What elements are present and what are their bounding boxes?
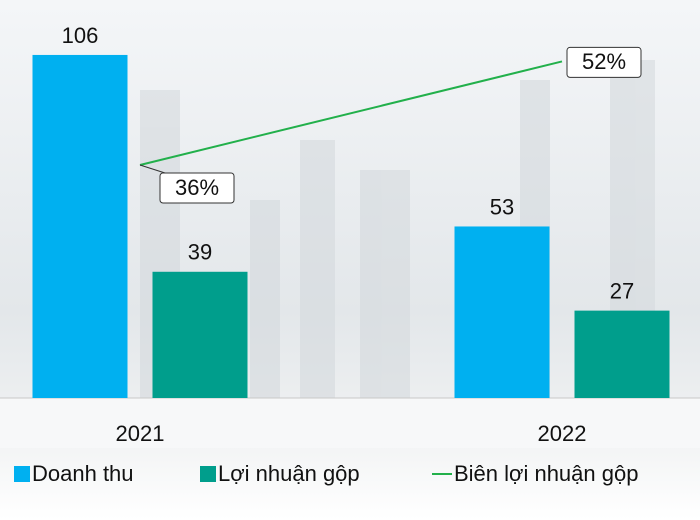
data-label: 52%	[582, 49, 626, 74]
data-label: 53	[490, 194, 514, 219]
label-box	[566, 46, 642, 78]
legend-swatch	[200, 466, 216, 482]
legend-label: Doanh thu	[32, 461, 134, 486]
ground	[0, 398, 700, 448]
data-label: 106	[62, 23, 99, 48]
x-tick-label: 2021	[116, 421, 165, 446]
data-label: 39	[188, 240, 212, 265]
label-leader	[139, 164, 166, 174]
data-label: 27	[610, 278, 634, 303]
legend: Doanh thu Lợi nhuận gộp Biên lợi nhuận gộp	[14, 461, 638, 486]
x-tick-label: 2022	[538, 421, 587, 446]
bar	[454, 226, 550, 398]
legend-swatch	[14, 466, 30, 482]
data-label: 36%	[175, 175, 219, 200]
label-box	[159, 172, 235, 204]
bar	[32, 54, 128, 398]
bar	[574, 310, 670, 398]
bar	[152, 271, 248, 398]
legend-label: Lợi nhuận gộp	[218, 461, 360, 486]
line	[139, 60, 563, 166]
legend-label: Biên lợi nhuận gộp	[454, 461, 638, 486]
